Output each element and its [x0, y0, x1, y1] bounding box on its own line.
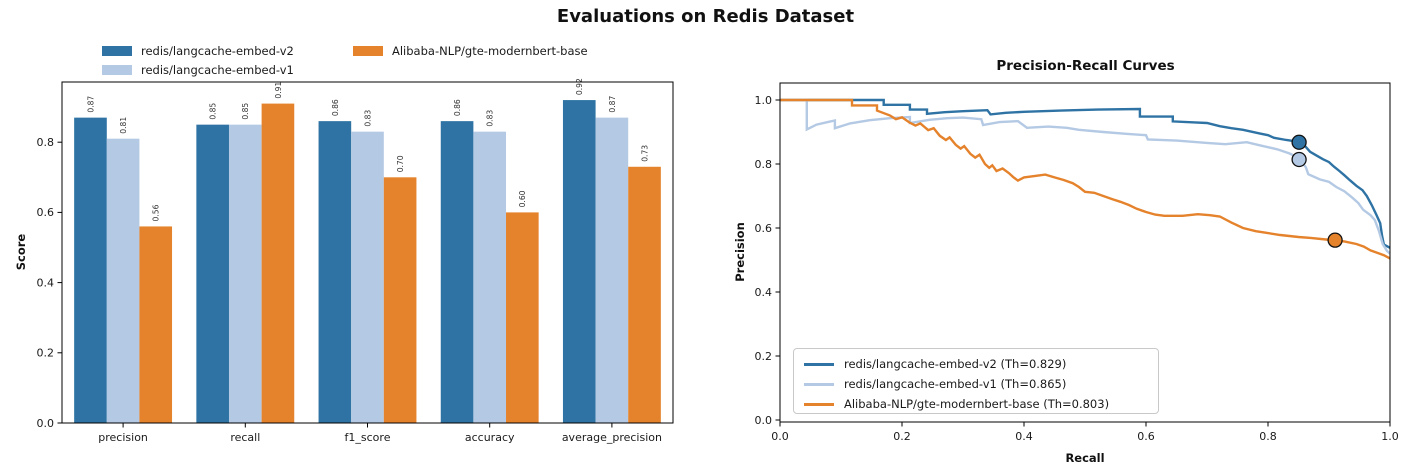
bar-chart-ylabel: Score: [14, 233, 28, 271]
bar-value-label: 0.87: [86, 96, 95, 113]
bar: [106, 138, 140, 423]
pr-legend-box: redis/langcache-embed-v2 (Th=0.829) redi…: [793, 348, 1159, 414]
bar-value-label: 0.81: [119, 117, 128, 134]
bar-value-label: 0.70: [396, 155, 405, 172]
y-tick-label: 0.2: [37, 347, 55, 360]
pr-legend-label-v2: redis/langcache-embed-v2 (Th=0.829): [844, 357, 1067, 371]
pr-legend-line-v1: [804, 382, 834, 386]
bar-value-label: 0.85: [241, 103, 250, 120]
bar-value-label: 0.60: [518, 190, 527, 207]
pr-legend-line-bert: [804, 402, 834, 406]
pr-legend-label-bert: Alibaba-NLP/gte-modernbert-base (Th=0.80…: [844, 397, 1110, 411]
bar-value-label: 0.87: [608, 96, 617, 113]
x-category-label: f1_score: [345, 431, 391, 444]
pr-chart-title: Precision-Recall Curves: [996, 58, 1175, 74]
pr-chart-ylabel: Precision: [733, 222, 747, 282]
bar: [595, 117, 629, 423]
x-tick-label: 0.2: [893, 430, 911, 443]
y-tick-label: 0.8: [37, 136, 55, 149]
x-category-label: recall: [230, 431, 260, 444]
pr-legend-label-v1: redis/langcache-embed-v1 (Th=0.865): [844, 377, 1067, 391]
bar-value-label: 0.85: [209, 103, 218, 120]
bar: [318, 121, 352, 423]
bar-value-label: 0.73: [640, 145, 649, 162]
legend-swatch-v2: [102, 46, 132, 56]
legend-label-v1: redis/langcache-embed-v1: [141, 63, 294, 77]
bar: [228, 124, 262, 424]
threshold-marker: [1291, 134, 1307, 150]
pr-axes-frame: [779, 82, 1391, 423]
bar: [506, 212, 539, 423]
bar-value-label: 0.83: [486, 110, 495, 127]
y-tick-label: 0.0: [755, 414, 773, 427]
x-category-label: accuracy: [465, 431, 515, 444]
bar-legend-item-bert: Alibaba-NLP/gte-modernbert-base: [353, 44, 588, 58]
bar-value-label: 0.83: [363, 110, 372, 127]
y-tick-label: 0.8: [755, 158, 773, 171]
y-tick-label: 1.0: [755, 94, 773, 107]
bar-value-label: 0.86: [453, 99, 462, 116]
y-tick-label: 0.4: [37, 276, 55, 289]
bar: [196, 124, 229, 424]
legend-label-v2: redis/langcache-embed-v2: [141, 44, 294, 58]
pr-curve: [780, 98, 1391, 260]
pr-legend-item-bert: Alibaba-NLP/gte-modernbert-base (Th=0.80…: [804, 394, 1148, 414]
x-tick-label: 0.6: [1137, 430, 1155, 443]
y-tick-label: 0.0: [37, 417, 55, 430]
threshold-marker: [1291, 151, 1307, 168]
pr-legend-item-v2: redis/langcache-embed-v2 (Th=0.829): [804, 354, 1148, 374]
pr-curve: [780, 98, 1391, 249]
x-category-label: average_precision: [562, 431, 662, 444]
x-tick-label: 0.8: [1259, 430, 1277, 443]
bar-value-label: 0.91: [274, 82, 283, 99]
bar: [261, 103, 295, 423]
y-tick-label: 0.6: [755, 222, 773, 235]
x-category-label: precision: [98, 431, 148, 444]
pr-chart-xlabel: Recall: [1065, 451, 1105, 465]
bar: [562, 100, 596, 423]
figure-title: Evaluations on Redis Dataset: [556, 6, 855, 27]
legend-label-bert: Alibaba-NLP/gte-modernbert-base: [392, 44, 588, 58]
y-tick-label: 0.6: [37, 206, 55, 219]
bar-value-label: 0.86: [331, 99, 340, 116]
bar: [383, 177, 417, 423]
bar-axes-frame: [61, 81, 674, 424]
legend-swatch-v1: [102, 65, 132, 75]
bar: [473, 131, 507, 424]
bar: [440, 121, 474, 423]
x-tick-label: 0.4: [1015, 430, 1033, 443]
bar: [351, 131, 384, 424]
pr-legend-line-v2: [804, 362, 834, 366]
pr-curve: [780, 98, 1391, 255]
pr-legend-item-v1: redis/langcache-embed-v1 (Th=0.865): [804, 374, 1148, 394]
y-tick-label: 0.2: [755, 350, 773, 363]
bar-legend-item-v2: redis/langcache-embed-v2: [102, 44, 294, 58]
bar: [74, 117, 107, 423]
threshold-marker: [1327, 232, 1343, 248]
bar-legend-item-v1: redis/langcache-embed-v1: [102, 63, 294, 77]
bar-value-label: 0.56: [152, 204, 161, 221]
bar: [139, 226, 173, 423]
bar: [628, 166, 661, 423]
y-tick-label: 0.4: [755, 286, 773, 299]
legend-swatch-bert: [353, 46, 383, 56]
bar-value-label: 0.92: [575, 78, 584, 95]
x-tick-label: 1.0: [1381, 430, 1399, 443]
x-tick-label: 0.0: [771, 430, 789, 443]
